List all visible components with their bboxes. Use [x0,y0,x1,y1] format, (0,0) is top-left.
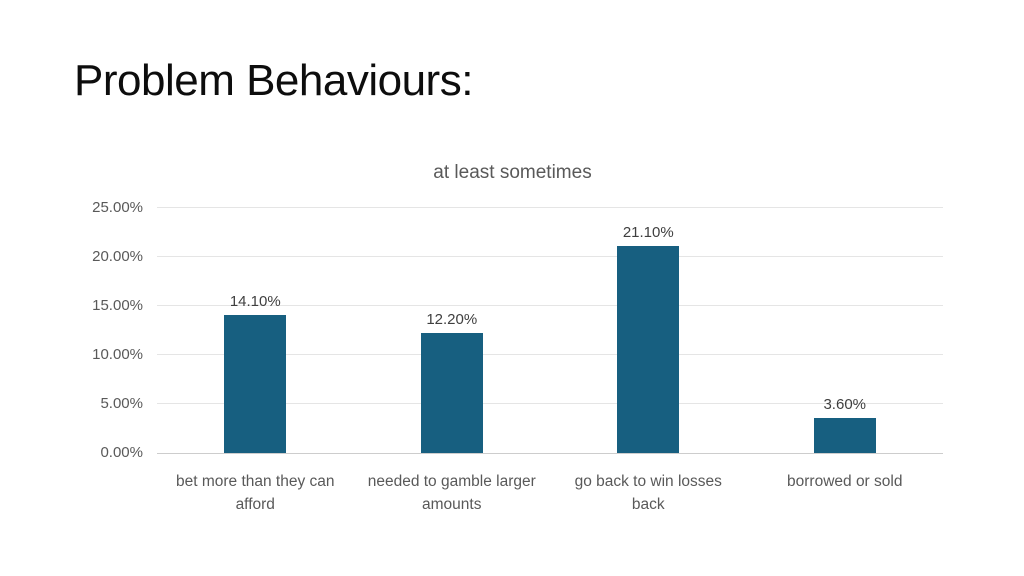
bar-chart: at least sometimes 14.10% 12.20% 21.10% 3.6… [65,160,960,540]
bar-value-label: 14.10% [229,292,281,310]
y-tick-label: 20.00% [92,248,143,265]
y-tick-label: 25.00% [92,199,143,216]
x-category-label: borrowed or sold [787,473,903,490]
y-tick-label: 10.00% [92,346,143,363]
chart-title: at least sometimes [433,162,592,183]
x-category-label: needed to gamble larger amounts [367,473,536,513]
plot-area: 14.10% 12.20% 21.10% 3.60% [157,207,943,454]
slide-title: Problem Behaviours: [74,56,473,105]
y-tick-label: 5.00% [100,395,143,412]
gridline [157,207,943,208]
gridline [157,354,943,355]
y-tick-label: 0.00% [100,444,143,461]
x-axis-line [157,453,943,454]
bar-value-label: 12.20% [426,311,478,329]
y-tick-label: 15.00% [92,297,143,314]
bar-value-label: 21.10% [622,224,674,242]
bar [224,314,287,453]
bar-value-label: 3.60% [823,395,867,413]
bar [420,333,483,453]
bar [617,246,680,453]
x-category-label: bet more than they can afford [175,473,335,513]
gridline [157,305,943,306]
bar [813,417,876,453]
gridline [157,256,943,257]
x-category-label: go back to win losses back [574,473,722,513]
gridline [157,403,943,404]
